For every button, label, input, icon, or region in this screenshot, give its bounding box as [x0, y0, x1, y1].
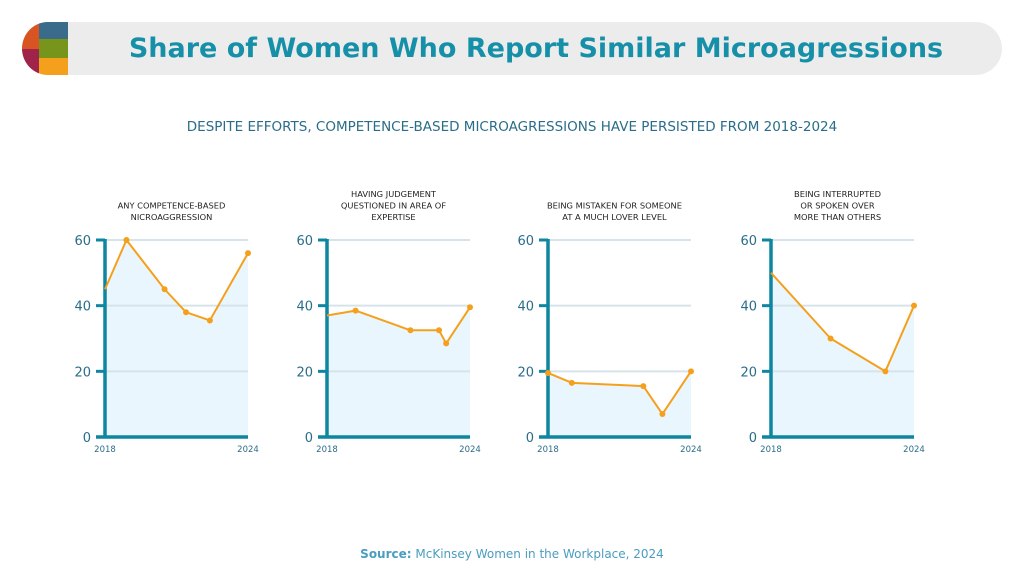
data-point	[161, 286, 168, 293]
chart-title-line: HAVING JUDGEMENT	[351, 189, 437, 199]
area-fill	[771, 272, 914, 437]
chart-title-line: MORE THAN OTHERS	[794, 212, 881, 222]
data-point	[568, 379, 575, 386]
data-point	[352, 307, 359, 314]
y-tick-label: 0	[526, 431, 534, 446]
chart-title-line: AT A MUCH LOVER LEVEL	[562, 212, 667, 222]
y-tick-label: 60	[740, 234, 757, 249]
chart-panel-4: BEING INTERRUPTED OR SPOKEN OVER MORE THAN…	[740, 189, 924, 455]
chart-title: BEING INTERRUPTED OR SPOKEN OVER MORE THAN…	[794, 189, 881, 222]
area-fill	[105, 240, 248, 437]
data-point	[659, 411, 666, 418]
x-tick-label: 2018	[760, 445, 782, 455]
chart-title: ANY COMPETENCE-BASED NICROAGGRESSION	[118, 201, 226, 223]
data-point	[123, 237, 130, 243]
x-tick-label: 2018	[537, 445, 559, 455]
logo-icon	[22, 22, 68, 75]
x-tick-label: 2024	[903, 445, 925, 455]
y-tick-label: 0	[305, 431, 313, 446]
data-point	[436, 327, 443, 334]
chart-panel-2: HAVING JUDGEMENT QUESTIONED IN AREA OF EXP…	[296, 189, 480, 455]
y-tick-label: 20	[740, 365, 757, 380]
chart-title-line: NICROAGGRESSION	[131, 212, 213, 222]
y-tick-label: 20	[74, 365, 91, 380]
data-point	[882, 368, 889, 375]
data-point	[545, 369, 551, 376]
chart-title-line: EXPERTISE	[371, 212, 415, 222]
y-tick-label: 40	[517, 300, 534, 315]
x-tick-label: 2024	[680, 445, 702, 455]
data-point	[407, 327, 414, 334]
data-point	[443, 340, 450, 347]
data-point	[245, 250, 251, 257]
x-tick-label: 2024	[459, 445, 481, 455]
y-tick-label: 20	[517, 365, 534, 380]
chart-title-line: OR SPOKEN OVER	[800, 201, 875, 211]
chart-title-line: BEING MISTAKEN FOR SOMEONE	[547, 201, 682, 211]
data-point	[827, 335, 834, 342]
series-line	[770, 272, 915, 373]
page-title: Share of Women Who Report Similar Microa…	[128, 33, 944, 64]
chart-title: BEING MISTAKEN FOR SOMEONE AT A MUCH LOVE…	[547, 201, 682, 223]
data-point	[911, 302, 917, 309]
title-banner	[22, 22, 1002, 75]
y-tick-label: 60	[74, 234, 91, 249]
data-point	[206, 317, 213, 324]
data-point	[183, 309, 190, 316]
chart-title-line: QUESTIONED IN AREA OF	[341, 201, 446, 211]
chart-subtitle: DESPITE EFFORTS, COMPETENCE-BASED MICROA…	[186, 119, 838, 135]
x-tick-label: 2018	[316, 445, 338, 455]
x-tick-label: 2018	[94, 445, 116, 455]
series-line	[104, 239, 249, 322]
y-tick-label: 40	[296, 300, 313, 315]
x-tick-label: 2024	[237, 445, 259, 455]
chart-panel-3: BEING MISTAKEN FOR SOMEONE AT A MUCH LOVE…	[517, 201, 701, 456]
source-note: Source: McKinsey Women in the Workplace,…	[0, 547, 1024, 561]
chart-title-line: ANY COMPETENCE-BASED	[118, 201, 226, 211]
y-tick-label: 0	[83, 431, 91, 446]
y-tick-label: 0	[749, 431, 757, 446]
data-point	[688, 368, 694, 375]
source-text: McKinsey Women in the Workplace, 2024	[415, 547, 664, 561]
source-label: Source:	[360, 547, 412, 561]
y-tick-label: 20	[296, 365, 313, 380]
y-tick-label: 60	[517, 234, 534, 249]
area-fill	[548, 371, 691, 437]
y-tick-label: 40	[740, 300, 757, 315]
chart-title: HAVING JUDGEMENT QUESTIONED IN AREA OF EXP…	[341, 189, 446, 222]
data-point	[467, 304, 473, 311]
chart-panel-1: ANY COMPETENCE-BASED NICROAGGRESSION 0 20 40…	[74, 201, 258, 456]
y-tick-label: 60	[296, 234, 313, 249]
chart-title-line: BEING INTERRUPTED	[794, 189, 881, 199]
series-line	[326, 306, 471, 345]
data-point	[640, 383, 647, 390]
y-tick-label: 40	[74, 300, 91, 315]
